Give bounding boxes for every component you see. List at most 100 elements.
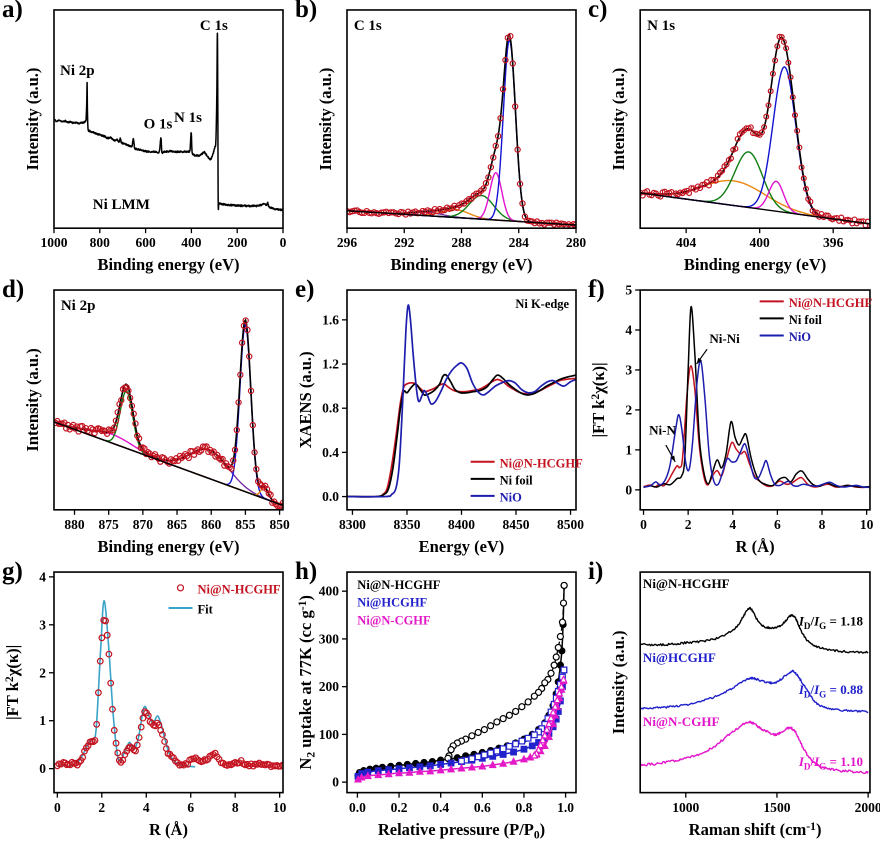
svg-text:Ni LMM: Ni LMM bbox=[93, 197, 150, 213]
svg-text:284: 284 bbox=[509, 235, 530, 250]
svg-text:Intensity (a.u.): Intensity (a.u.) bbox=[609, 68, 628, 171]
svg-text:0.0: 0.0 bbox=[349, 800, 366, 815]
svg-text:8400: 8400 bbox=[448, 517, 475, 532]
svg-text:Ni@N-HCGHF: Ni@N-HCGHF bbox=[198, 582, 281, 596]
svg-text:280: 280 bbox=[566, 235, 586, 250]
panel-a: a) 1000 800 600 400 200 0 Binding energy (eV) I… bbox=[0, 0, 293, 280]
svg-text:N 1s: N 1s bbox=[647, 18, 675, 34]
panel-letter-c: c) bbox=[588, 0, 608, 23]
chart-n1s: 404 400 396 Binding energy (eV) Intensity (a… bbox=[609, 9, 871, 274]
svg-text:1.2: 1.2 bbox=[322, 357, 339, 372]
svg-text:8450: 8450 bbox=[503, 517, 530, 532]
svg-text:4: 4 bbox=[625, 323, 632, 338]
svg-text:0.4: 0.4 bbox=[322, 445, 339, 460]
svg-text:0.0: 0.0 bbox=[322, 489, 339, 504]
svg-text:288: 288 bbox=[451, 235, 472, 250]
panel-g: g) 0 2 4 6 8 10 0 1 2 3 4 R (Å) |FT k2χ(κ)| Ni@N-HCGH… bbox=[0, 558, 293, 845]
panel-letter-b: b) bbox=[295, 0, 318, 23]
svg-text:Intensity (a.u.): Intensity (a.u.) bbox=[23, 348, 42, 451]
svg-text:3: 3 bbox=[39, 617, 46, 632]
svg-text:Ni foil: Ni foil bbox=[789, 313, 823, 327]
svg-text:Binding energy (eV): Binding energy (eV) bbox=[97, 255, 239, 274]
panel-b: b) 296 292 288 284 280 Binding energy (eV) Int… bbox=[293, 0, 586, 280]
svg-text:6: 6 bbox=[774, 517, 781, 532]
svg-text:1000: 1000 bbox=[41, 235, 68, 250]
svg-text:0.2: 0.2 bbox=[391, 800, 408, 815]
svg-text:396: 396 bbox=[823, 235, 844, 250]
svg-text:10: 10 bbox=[860, 517, 874, 532]
svg-text:8500: 8500 bbox=[557, 517, 584, 532]
svg-text:1.0: 1.0 bbox=[557, 800, 574, 815]
svg-text:2: 2 bbox=[625, 402, 632, 417]
svg-text:0.6: 0.6 bbox=[474, 800, 491, 815]
svg-text:|FT k2χ(κ)|: |FT k2χ(κ)| bbox=[3, 645, 22, 720]
svg-text:Ni 2p: Ni 2p bbox=[61, 298, 96, 314]
svg-text:2: 2 bbox=[685, 517, 692, 532]
svg-text:870: 870 bbox=[133, 517, 153, 532]
svg-text:Ni foil: Ni foil bbox=[500, 473, 533, 487]
svg-text:NiO: NiO bbox=[500, 491, 522, 505]
svg-text:880: 880 bbox=[64, 517, 84, 532]
svg-text:Ni@HCGHF: Ni@HCGHF bbox=[357, 596, 427, 610]
svg-text:600: 600 bbox=[135, 235, 156, 250]
svg-text:1: 1 bbox=[625, 442, 632, 457]
panel-letter-e: e) bbox=[295, 276, 315, 303]
svg-text:C 1s: C 1s bbox=[354, 18, 382, 34]
svg-text:875: 875 bbox=[99, 517, 119, 532]
chart-xanes: 8300 8350 8400 8450 8500 0.0 0.4 0.8 1.2 1.6 Energ… bbox=[296, 289, 584, 556]
svg-text:10: 10 bbox=[273, 800, 287, 815]
svg-text:ID/IG = 1.18: ID/IG = 1.18 bbox=[798, 614, 864, 632]
svg-text:N2 uptake at 77K (cc g-1): N2 uptake at 77K (cc g-1) bbox=[296, 595, 317, 770]
svg-text:Binding energy (eV): Binding energy (eV) bbox=[98, 537, 240, 556]
svg-text:8: 8 bbox=[232, 800, 239, 815]
panel-letter-g: g) bbox=[2, 558, 23, 585]
chart-c1s: 296 292 288 284 280 Binding energy (eV) Intens… bbox=[316, 9, 586, 274]
chart-n2-isotherm: 0.0 0.2 0.4 0.6 0.8 1.0 0 100 200 300 400 Relative … bbox=[296, 571, 577, 842]
svg-text:0.8: 0.8 bbox=[322, 401, 339, 416]
svg-text:ID/IG = 1.10: ID/IG = 1.10 bbox=[798, 754, 864, 772]
svg-text:Intensity (a.u.): Intensity (a.u.) bbox=[23, 68, 42, 171]
svg-text:200: 200 bbox=[319, 679, 339, 694]
chart-exafs-ft: 0 2 4 6 8 10 0 1 2 3 4 5 R (Å) |FT k2χ(κ)| Ni-Ni Ni-N Ni… bbox=[589, 283, 874, 556]
panel-letter-d: d) bbox=[2, 276, 25, 303]
svg-text:NiO: NiO bbox=[789, 330, 812, 344]
svg-text:292: 292 bbox=[394, 235, 415, 250]
svg-text:Energy (eV): Energy (eV) bbox=[419, 537, 505, 556]
svg-text:1: 1 bbox=[39, 713, 46, 728]
svg-text:2000: 2000 bbox=[855, 800, 880, 815]
svg-text:0.8: 0.8 bbox=[516, 800, 533, 815]
svg-text:5: 5 bbox=[625, 283, 632, 298]
svg-text:Ni K-edge: Ni K-edge bbox=[515, 297, 569, 311]
svg-text:1500: 1500 bbox=[763, 800, 790, 815]
chart-ni2p: 880 875 870 865 860 855 850 Binding energy (eV)… bbox=[23, 289, 290, 556]
panel-d: d) 880 875 870 865 860 855 850 Binding energy (… bbox=[0, 276, 293, 562]
svg-text:4: 4 bbox=[39, 569, 46, 584]
panel-c: c) 404 400 396 Binding energy (eV) Intensity… bbox=[586, 0, 880, 280]
panel-letter-f: f) bbox=[588, 276, 605, 303]
svg-text:Ni-N: Ni-N bbox=[649, 423, 676, 438]
svg-text:Relative pressure (P/P0): Relative pressure (P/P0) bbox=[378, 820, 545, 842]
svg-text:860: 860 bbox=[201, 517, 221, 532]
svg-text:0: 0 bbox=[54, 800, 61, 815]
panel-i: i) 1000 1500 2000 Raman shift (cm-1) Intensi… bbox=[586, 558, 880, 845]
svg-text:Intensity (a.u.): Intensity (a.u.) bbox=[609, 630, 628, 734]
svg-text:Binding energy (eV): Binding energy (eV) bbox=[390, 255, 532, 274]
svg-text:Ni@N-HCGHF: Ni@N-HCGHF bbox=[643, 576, 730, 591]
svg-text:O 1s: O 1s bbox=[144, 117, 173, 133]
svg-text:3: 3 bbox=[625, 362, 632, 377]
svg-text:4: 4 bbox=[729, 517, 736, 532]
svg-text:Raman shift (cm-1): Raman shift (cm-1) bbox=[689, 820, 822, 839]
panel-f: f) 0 2 4 6 8 10 0 1 2 3 4 5 R (Å) |FT k2χ(κ)| Ni-Ni Ni-… bbox=[586, 276, 880, 562]
svg-text:R (Å): R (Å) bbox=[736, 537, 775, 556]
svg-text:6: 6 bbox=[187, 800, 194, 815]
svg-text:300: 300 bbox=[319, 631, 339, 646]
svg-text:0: 0 bbox=[640, 517, 647, 532]
svg-text:Intensity (a.u.): Intensity (a.u.) bbox=[316, 68, 335, 171]
svg-text:855: 855 bbox=[235, 517, 255, 532]
svg-text:0.4: 0.4 bbox=[432, 800, 449, 815]
svg-text:Ni@HCGHF: Ni@HCGHF bbox=[643, 650, 716, 665]
svg-text:1.6: 1.6 bbox=[322, 312, 339, 327]
svg-text:R (Å): R (Å) bbox=[149, 820, 188, 839]
svg-text:0: 0 bbox=[39, 761, 46, 776]
